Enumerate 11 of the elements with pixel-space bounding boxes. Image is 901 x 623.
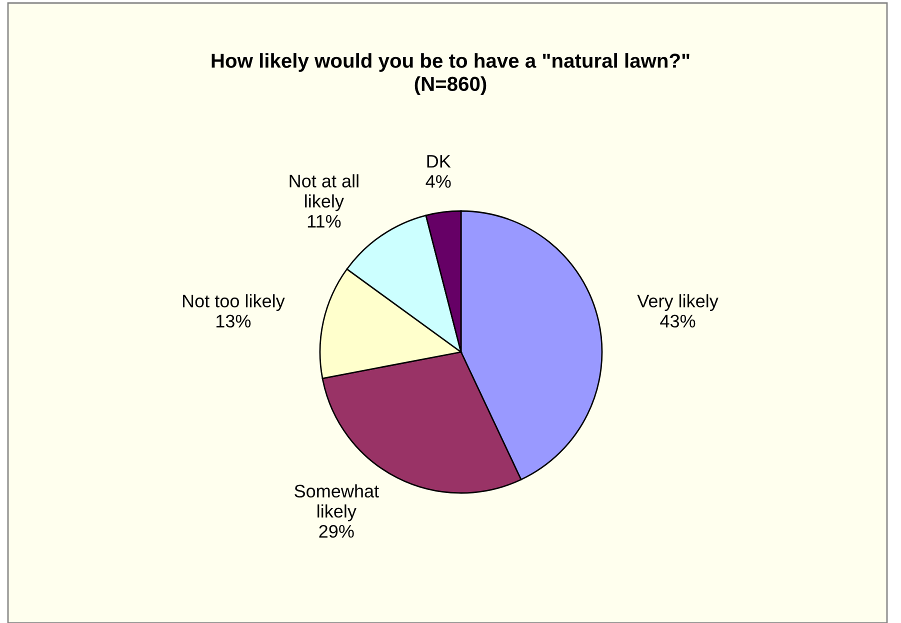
chart-title: How likely would you be to have a "natural lawn?" (N=860) [212,53,690,95]
data-label: 29% [319,524,354,538]
data-label: 11% [308,214,341,228]
slice-label: Very likely [637,294,718,311]
slice-label: Not too likely [182,294,285,311]
slice-label: Not at all likely [290,174,358,212]
data-label: 4% [426,175,451,188]
data-label: 43% [660,314,696,328]
slice-label: DK [427,155,451,168]
slice-label: Somewhat likely [294,484,379,522]
data-label: 13% [216,314,251,328]
